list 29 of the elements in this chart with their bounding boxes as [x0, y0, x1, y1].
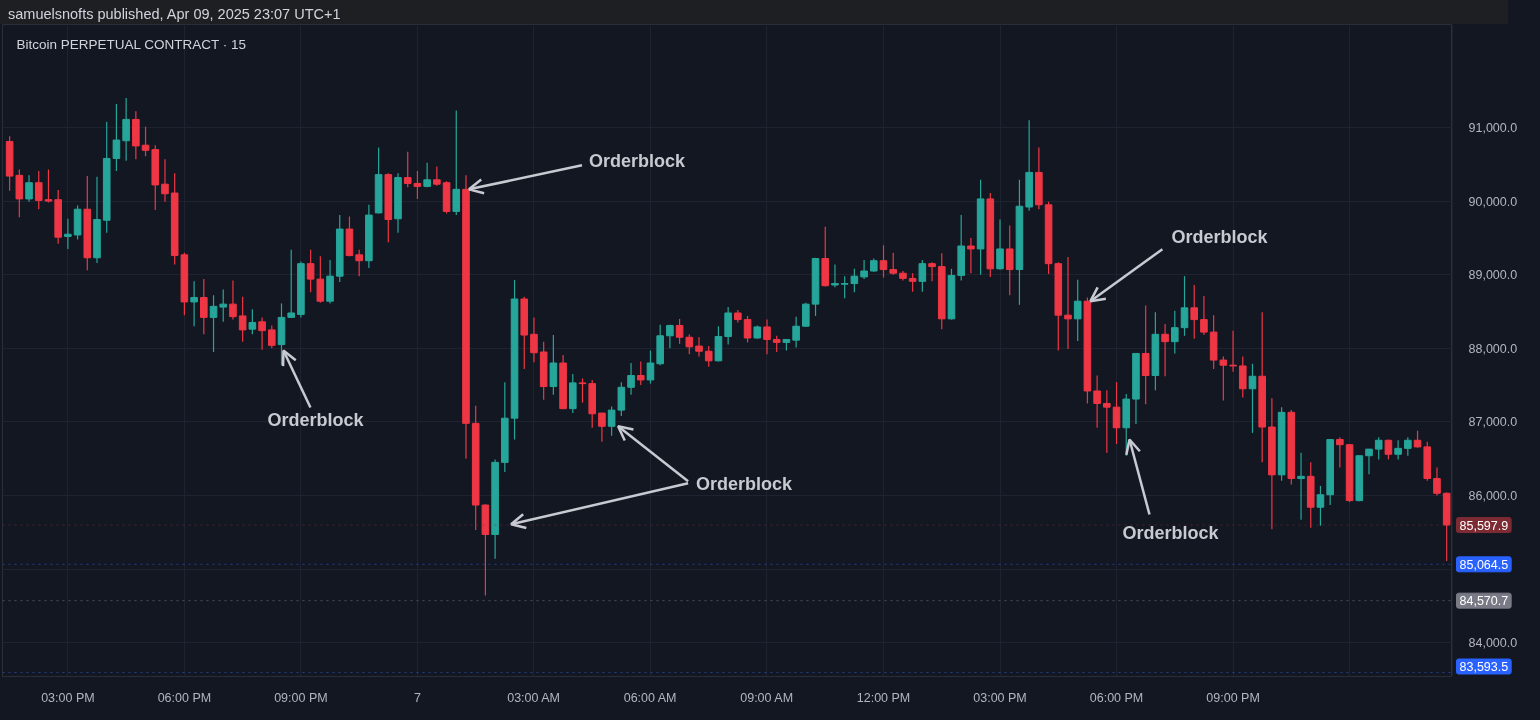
x-tick-label: 12:00 PM — [856, 690, 911, 705]
x-tick-label: 7 — [413, 690, 421, 705]
x-tick-label: 09:00 PM — [1206, 690, 1260, 705]
text: Bitcoin PERPETUAL CONTRACT · 15 — [16, 37, 247, 52]
y-tick-label: 86,000.0 — [1468, 488, 1518, 503]
x-tick-label: 09:00 PM — [274, 690, 328, 705]
x-tick-label: 09:00 AM — [740, 690, 794, 705]
ref-line-label: 83,593.5 — [1459, 660, 1509, 674]
ref-line-label: 84,570.7 — [1459, 594, 1509, 609]
x-tick-label: 03:00 AM — [507, 690, 561, 705]
y-tick-label: 87,000.0 — [1468, 415, 1518, 430]
annotation: Orderblock — [588, 151, 686, 172]
y-tick-label: 91,000.0 — [1468, 121, 1518, 136]
x-tick-label: 06:00 PM — [1089, 690, 1144, 705]
ref-line-label: 85,597.9 — [1459, 518, 1509, 533]
annotation: Orderblock — [267, 409, 365, 430]
ref-line-label: 85,064.5 — [1459, 557, 1509, 572]
text: samuelsnofts published, Apr 09, 2025 23:07 UTC+1 — [8, 5, 341, 24]
y-tick-label: 90,000.0 — [1468, 194, 1518, 209]
x-tick-label: 06:00 PM — [157, 690, 212, 705]
annotation: Orderblock — [696, 474, 794, 495]
y-tick-label: 89,000.0 — [1468, 268, 1518, 283]
x-tick-label: 03:00 PM — [41, 690, 95, 705]
annotation: Orderblock — [1171, 227, 1269, 248]
x-tick-label: 06:00 AM — [623, 690, 677, 705]
x-tick-label: 03:00 PM — [973, 690, 1027, 705]
y-tick-label: 84,000.0 — [1468, 636, 1518, 651]
annotation: Orderblock — [1122, 522, 1220, 543]
y-tick-label: 88,000.0 — [1468, 341, 1518, 356]
